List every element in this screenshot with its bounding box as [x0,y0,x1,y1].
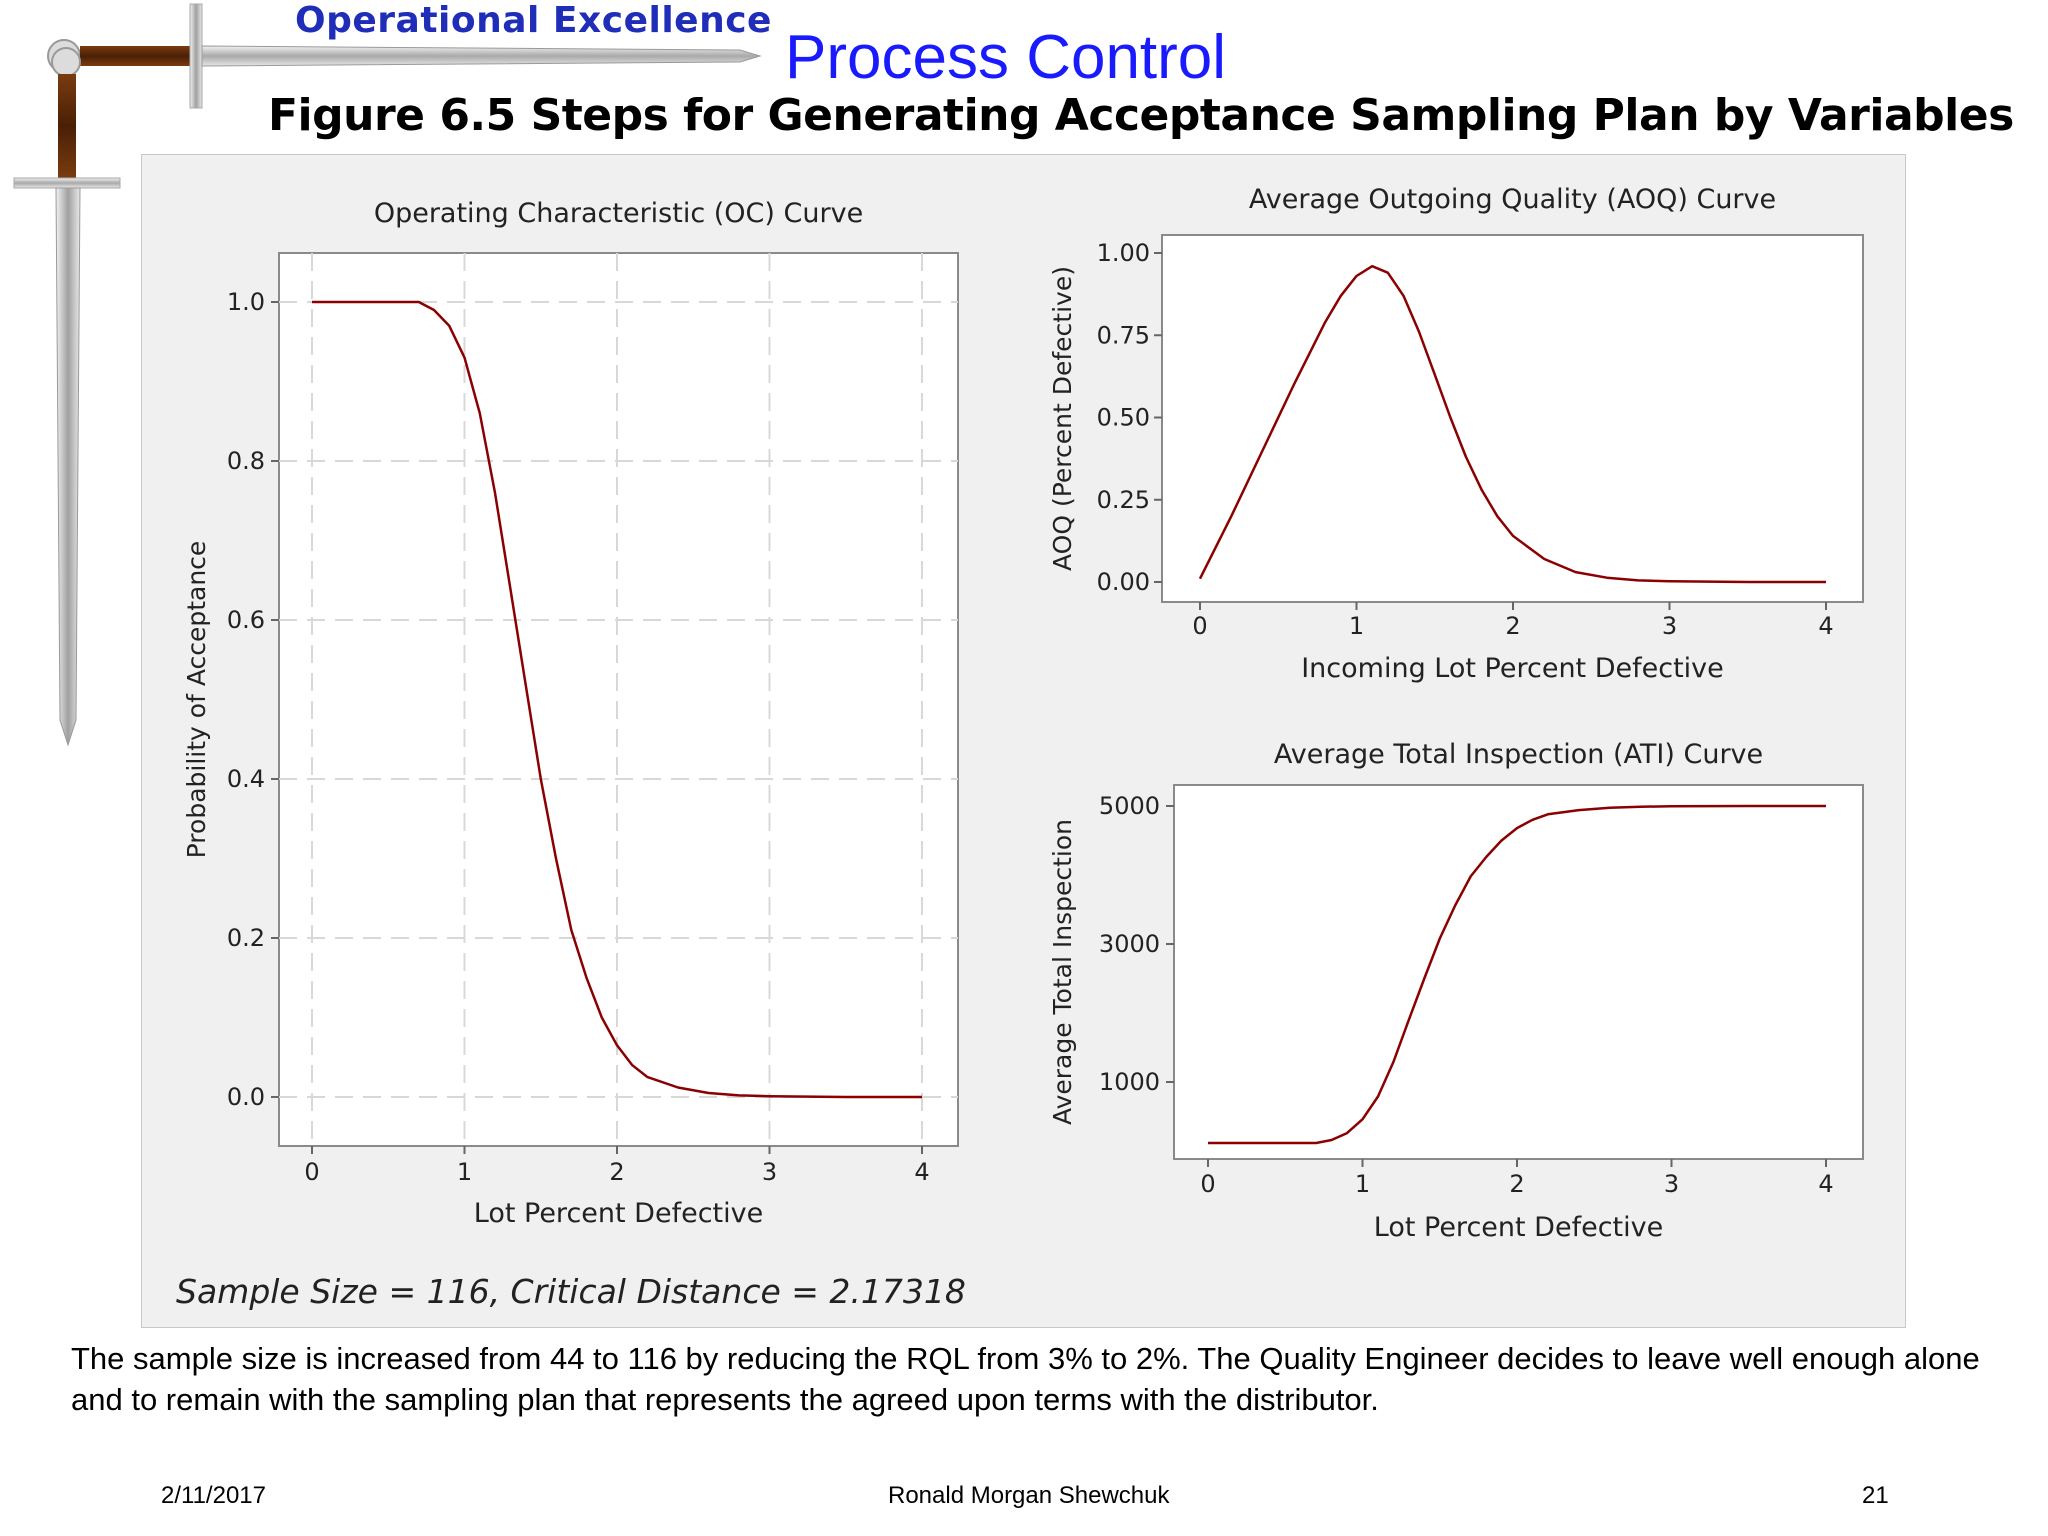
x-tick-label: 2 [609,1158,624,1186]
footer-page-number: 21 [1862,1482,1889,1509]
y-tick-label: 0.50 [1097,404,1150,432]
x-tick-label: 1 [1355,1170,1370,1198]
plot-area-3 [1173,784,1864,1160]
x-tick-label: 3 [762,1158,777,1186]
x-tick-label: 3 [1664,1170,1679,1198]
x-tick-label: 4 [914,1158,929,1186]
series-line-2 [1198,264,1826,584]
y-tick-label: 0.8 [227,447,265,475]
x-axis-label: Incoming Lot Percent Defective [1301,653,1724,684]
x-tick-label: 0 [304,1158,319,1186]
brand-name: Operational Excellence [295,0,772,41]
y-tick-label: 1.00 [1097,239,1150,267]
chart-title: Operating Characteristic (OC) Curve [374,198,863,229]
series-line-1 [312,300,922,1099]
plot-area-2 [1161,234,1864,603]
series-line-3 [1208,804,1826,1145]
y-tick-label: 1.0 [227,288,265,316]
y-tick-label: 1000 [1099,1068,1160,1096]
y-tick-label: 0.00 [1097,568,1150,596]
x-axis-label: Lot Percent Defective [474,1198,763,1229]
slide-title: Process Control [785,23,1227,92]
sword-icon [13,3,762,747]
y-tick-label: 0.2 [227,924,265,952]
y-axis-label: Probability of Acceptance [182,541,211,859]
sample-summary: Sample Size = 116, Critical Distance = 2… [176,1272,966,1311]
description-text: The sample size is increased from 44 to … [71,1341,1980,1417]
footer-author: Ronald Morgan Shewchuk [888,1482,1170,1509]
figure-title: Figure 6.5 Steps for Generating Acceptan… [268,90,2014,141]
y-tick-label: 0.4 [227,765,265,793]
x-tick-label: 2 [1509,1170,1524,1198]
y-tick-label: 0.0 [227,1083,265,1111]
x-tick-label: 0 [1192,612,1207,640]
x-tick-label: 2 [1505,612,1520,640]
y-tick-label: 0.6 [227,606,265,634]
y-axis-label: Average Total Inspection [1048,819,1077,1125]
y-tick-label: 0.75 [1097,321,1150,349]
chart-title: Average Outgoing Quality (AOQ) Curve [1249,184,1776,215]
y-tick-label: 0.25 [1097,486,1150,514]
footer-date: 2/11/2017 [161,1482,266,1509]
y-tick-label: 3000 [1099,930,1160,958]
y-tick-label: 5000 [1099,792,1160,820]
plot-area-1 [278,252,959,1147]
x-tick-label: 1 [457,1158,472,1186]
chart-title: Average Total Inspection (ATI) Curve [1274,739,1763,770]
x-tick-label: 3 [1662,612,1677,640]
x-tick-label: 1 [1349,612,1364,640]
y-axis-label: AOQ (Percent Defective) [1048,266,1077,571]
x-tick-label: 0 [1200,1170,1215,1198]
x-tick-label: 4 [1818,1170,1833,1198]
x-axis-label: Lot Percent Defective [1374,1212,1663,1243]
x-tick-label: 4 [1818,612,1833,640]
